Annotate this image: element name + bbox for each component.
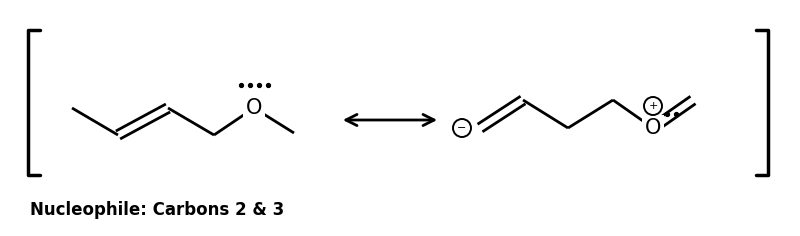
Text: +: +	[648, 101, 658, 111]
Text: −: −	[458, 123, 466, 133]
Text: O: O	[246, 98, 262, 118]
Text: O: O	[645, 118, 661, 138]
Text: Nucleophile: Carbons 2 & 3: Nucleophile: Carbons 2 & 3	[30, 201, 284, 219]
